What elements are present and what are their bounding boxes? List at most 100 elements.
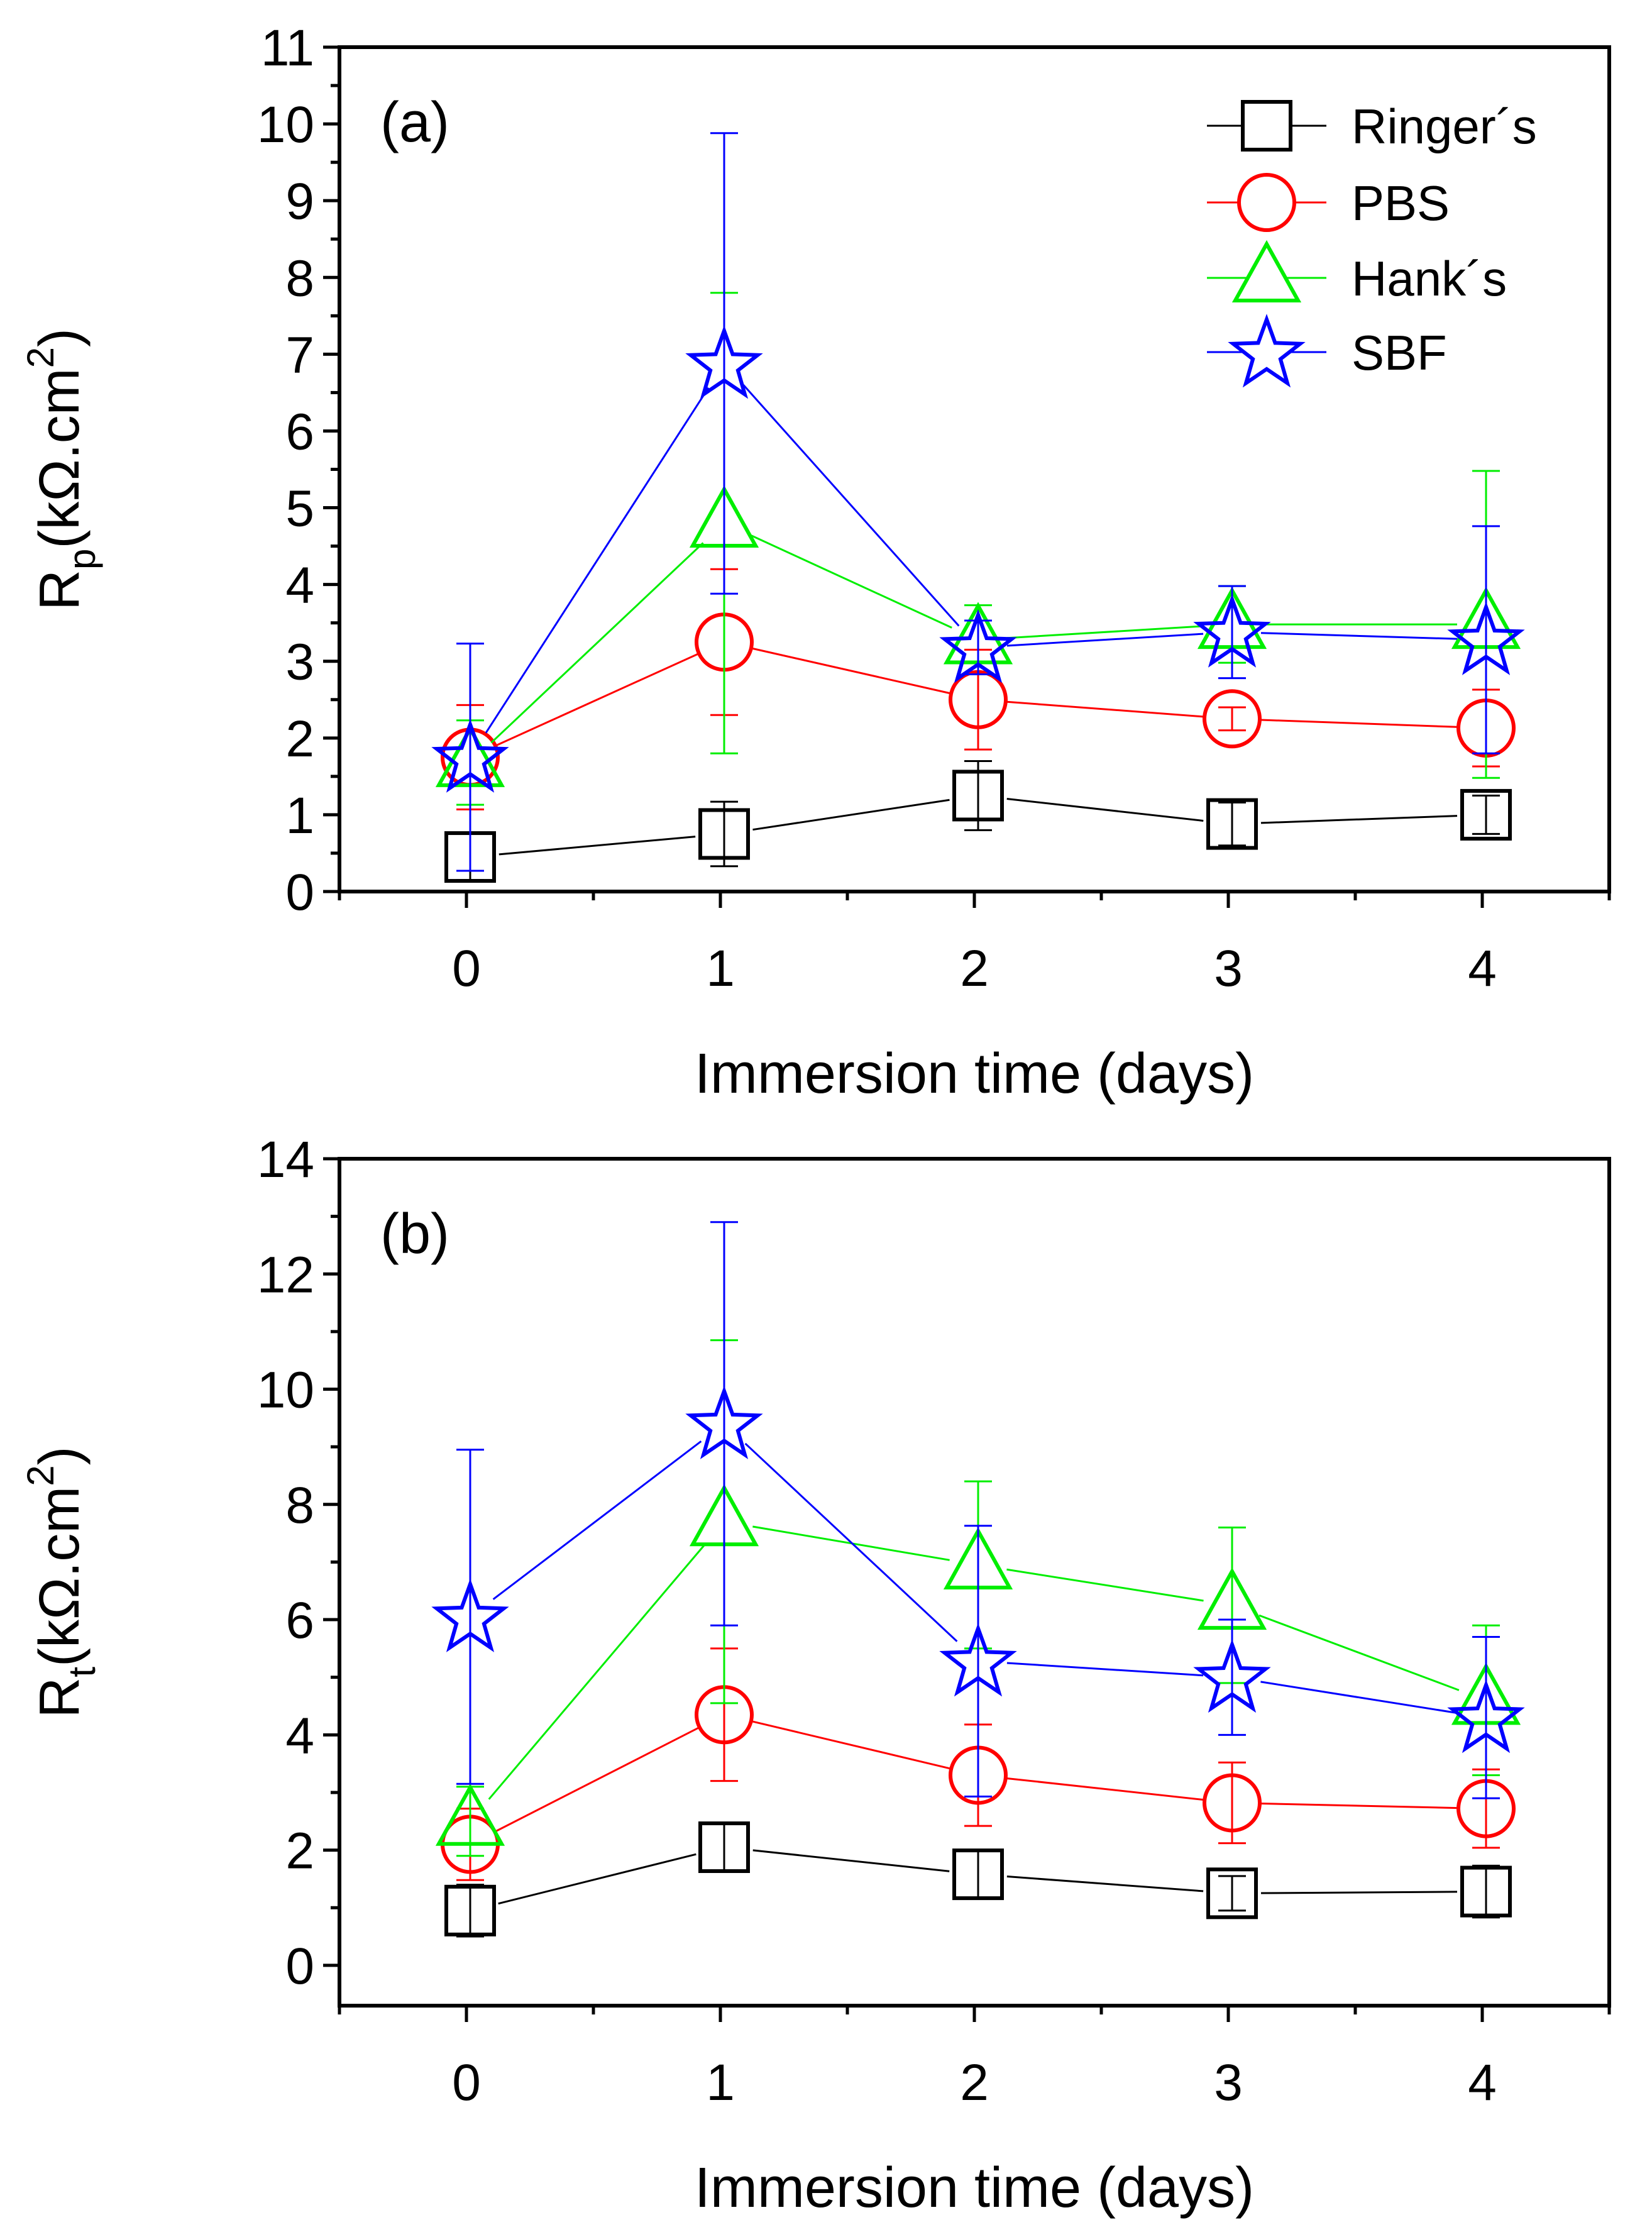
- series-ringers: [444, 760, 1512, 883]
- data-point: [1447, 1679, 1525, 1754]
- series-line: [1006, 1568, 1204, 1602]
- series-line: [752, 798, 950, 831]
- legend-marker: [1228, 314, 1306, 388]
- data-point: [1203, 1773, 1262, 1833]
- y-axis-title: Rp(kΩ.cm2): [19, 328, 103, 610]
- y-tick-label: 8: [285, 250, 314, 307]
- series-line: [496, 653, 698, 746]
- y-tick-label: 2: [285, 710, 314, 768]
- plot-frame: [338, 1157, 1611, 2008]
- y-tick-label: 6: [285, 1592, 314, 1649]
- y-tick-label: 10: [257, 96, 314, 153]
- y-tick-label: 2: [285, 1823, 314, 1880]
- legend: Ringer´s PBS Hank´s SBF: [1207, 99, 1537, 388]
- data-point: [685, 325, 763, 399]
- legend-marker-bg: [1233, 319, 1301, 384]
- series-line: [1260, 719, 1458, 728]
- x-tick-label: 0: [452, 940, 481, 997]
- series-line: [1260, 632, 1458, 640]
- series-line: [1006, 798, 1204, 822]
- data-point: [431, 1578, 509, 1652]
- y-tick-label: 8: [285, 1477, 314, 1534]
- data-point: [685, 1385, 763, 1459]
- data-point: [1206, 798, 1258, 850]
- series-line: [495, 1726, 699, 1832]
- data-point: [1460, 1865, 1512, 1918]
- legend-marker-bg: [1239, 175, 1294, 230]
- chart-panel-a: 0 1 2 3 4 5 6 7 8 9 10 11 0 1 2 3 4 Immersion time (days)…: [19, 19, 1611, 1105]
- x-tick-label: 3: [1214, 2054, 1243, 2111]
- x-tick-label: 3: [1214, 940, 1243, 997]
- series-line: [1260, 815, 1458, 824]
- series-sbf: [431, 132, 1525, 872]
- x-tick-label: 2: [960, 2054, 989, 2111]
- legend-marker-bg: [1235, 244, 1298, 301]
- series-pbs: [441, 1647, 1516, 1881]
- series-line: [742, 384, 960, 627]
- series-sbf: [431, 1221, 1525, 1799]
- data-point: [939, 1623, 1017, 1697]
- y-axis-title: Rt(kΩ.cm2): [19, 1446, 103, 1718]
- data-point: [1193, 594, 1271, 668]
- panel-label: (b): [380, 1203, 449, 1266]
- legend-label: SBF: [1352, 325, 1447, 380]
- series-line: [1006, 1876, 1204, 1892]
- data-point: [939, 609, 1017, 683]
- y-tick-label: 0: [285, 1938, 314, 1995]
- y-tick-label: 0: [285, 864, 314, 921]
- series-line: [752, 647, 950, 695]
- series-line: [1260, 1891, 1458, 1894]
- data-point: [1447, 601, 1525, 675]
- series-line: [490, 542, 704, 744]
- x-tick-label: 1: [706, 2054, 735, 2111]
- y-tick-label: 14: [257, 1131, 314, 1188]
- series-line: [752, 1849, 950, 1872]
- data-point: [698, 808, 750, 860]
- data-point: [1203, 689, 1262, 749]
- series-line: [492, 1440, 702, 1600]
- x-tick-label: 0: [452, 2054, 481, 2111]
- series-line: [488, 1543, 707, 1800]
- x-tick-label: 4: [1468, 940, 1497, 997]
- data-point: [952, 770, 1004, 822]
- y-tick-label: 9: [285, 173, 314, 230]
- x-axis-title: Immersion time (days): [695, 1042, 1254, 1105]
- series-line: [1006, 700, 1204, 718]
- y-tick-label: 5: [285, 480, 314, 538]
- series-line: [1006, 633, 1204, 647]
- y-tick-label: 3: [285, 634, 314, 691]
- data-point: [698, 1821, 750, 1874]
- panel-label: (a): [380, 91, 449, 154]
- legend-label: Hank´s: [1352, 251, 1507, 306]
- x-tick-label: 4: [1468, 2054, 1497, 2111]
- legend-marker: [1237, 173, 1296, 232]
- series-line: [498, 836, 696, 856]
- y-tick-label: 1: [285, 787, 314, 844]
- y-tick-label: 11: [261, 19, 314, 77]
- x-tick-label: 1: [706, 940, 735, 997]
- series-line: [1260, 1802, 1458, 1809]
- data-point: [444, 1884, 496, 1936]
- data-point: [952, 1848, 1004, 1901]
- y-tick-label: 7: [285, 326, 314, 384]
- series-line: [1006, 1777, 1204, 1801]
- series-line: [485, 387, 710, 734]
- y-tick-label: 12: [257, 1246, 314, 1303]
- legend-marker: [1241, 100, 1292, 152]
- legend-label: PBS: [1352, 175, 1450, 231]
- plot-frame: [338, 45, 1611, 893]
- y-tick-label: 4: [285, 1707, 314, 1764]
- series-line: [744, 1442, 958, 1642]
- legend-marker: [1231, 240, 1302, 302]
- series-line: [1006, 625, 1204, 639]
- x-axis-title: Immersion time (days): [695, 2157, 1254, 2219]
- series-line: [498, 1853, 697, 1905]
- series-line: [1258, 1614, 1460, 1691]
- x-tick-label: 2: [960, 940, 989, 997]
- series-line: [1006, 1662, 1204, 1677]
- series-line: [752, 1720, 950, 1770]
- data-point: [1460, 788, 1512, 841]
- data-point: [435, 1783, 505, 1846]
